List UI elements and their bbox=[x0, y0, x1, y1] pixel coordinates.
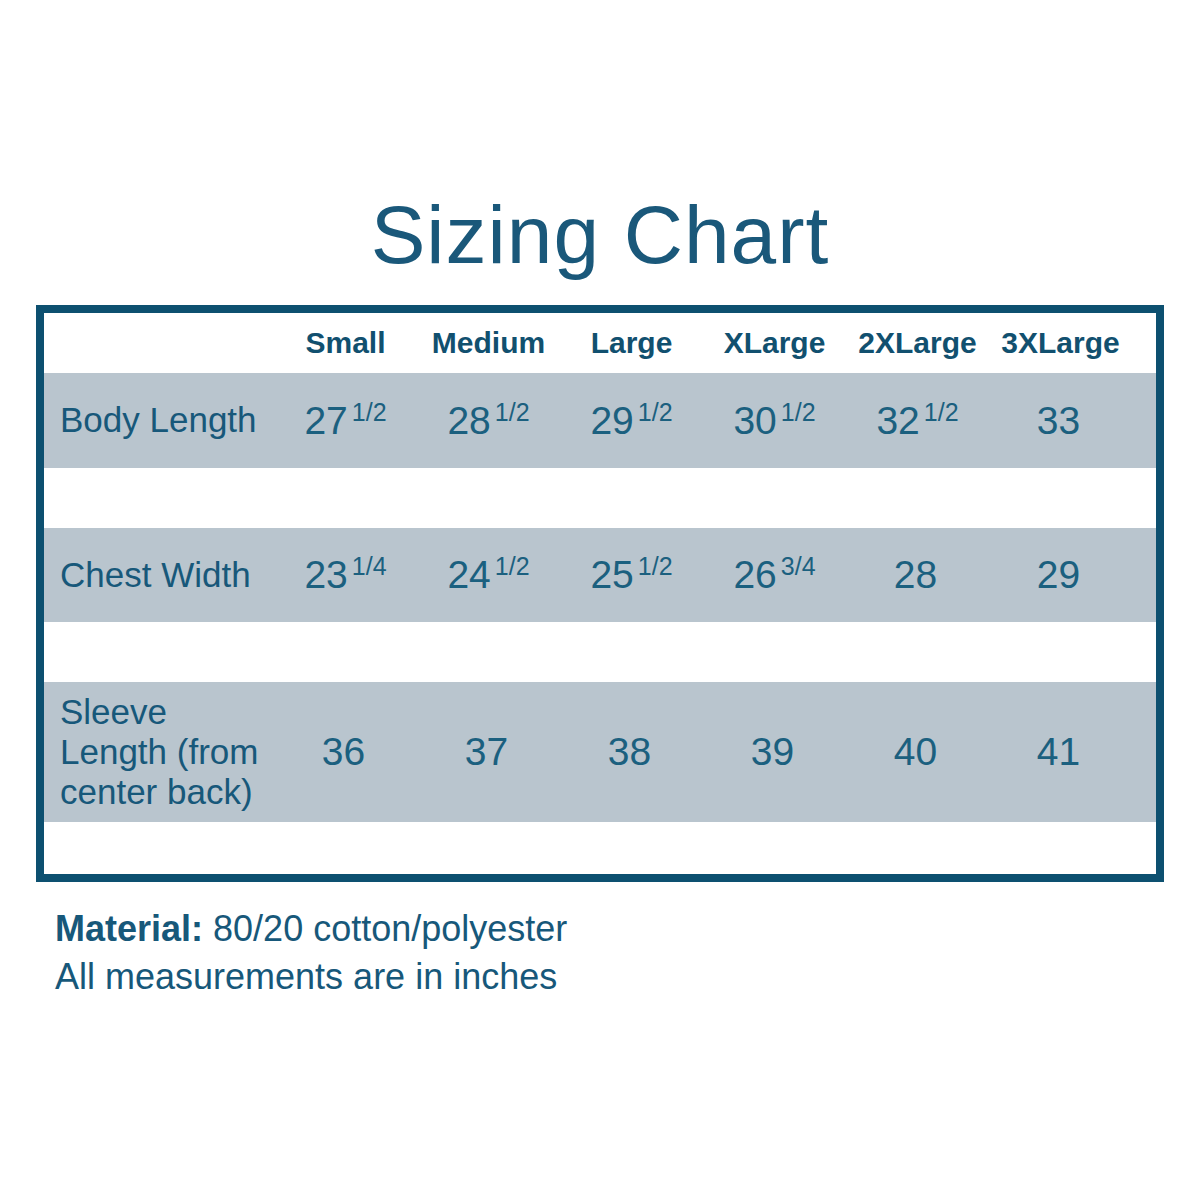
row-label-body-length: Body Length bbox=[44, 400, 274, 440]
chest-width-2xlarge: 28 bbox=[846, 553, 989, 597]
material-label: Material: bbox=[55, 908, 203, 949]
table-header-row: Small Medium Large XLarge 2XLarge 3XLarg… bbox=[44, 313, 1156, 373]
value-whole: 23 bbox=[304, 553, 347, 596]
value-whole: 33 bbox=[1037, 399, 1080, 442]
value-whole: 28 bbox=[894, 553, 937, 596]
value-whole: 25 bbox=[590, 553, 633, 596]
table-row-sleeve-length: Sleeve Length (from center back) 36 37 3… bbox=[44, 682, 1156, 822]
value-whole: 40 bbox=[894, 730, 937, 773]
value-whole: 32 bbox=[876, 399, 919, 442]
body-length-small: 271/2 bbox=[274, 399, 417, 443]
body-length-xlarge: 301/2 bbox=[703, 399, 846, 443]
measurement-note: All measurements are in inches bbox=[55, 953, 567, 1001]
page-title: Sizing Chart bbox=[0, 188, 1200, 282]
value-whole: 37 bbox=[465, 730, 508, 773]
table-row-chest-width: Chest Width 231/4 241/2 251/2 263/4 28 2… bbox=[44, 528, 1156, 622]
value-fraction: 1/4 bbox=[352, 552, 387, 580]
value-fraction: 1/2 bbox=[352, 398, 387, 426]
body-length-3xlarge: 33 bbox=[989, 399, 1132, 443]
spacer-row bbox=[44, 822, 1156, 874]
value-whole: 29 bbox=[590, 399, 633, 442]
chest-width-xlarge: 263/4 bbox=[703, 553, 846, 597]
body-length-medium: 281/2 bbox=[417, 399, 560, 443]
value-whole: 28 bbox=[447, 399, 490, 442]
body-length-2xlarge: 321/2 bbox=[846, 399, 989, 443]
sleeve-length-large: 38 bbox=[560, 730, 703, 774]
value-whole: 41 bbox=[1037, 730, 1080, 773]
column-header-2xlarge: 2XLarge bbox=[846, 326, 989, 360]
sleeve-length-xlarge: 39 bbox=[703, 730, 846, 774]
value-whole: 27 bbox=[304, 399, 347, 442]
row-label-sleeve-length: Sleeve Length (from center back) bbox=[44, 692, 274, 813]
value-whole: 30 bbox=[733, 399, 776, 442]
chest-width-3xlarge: 29 bbox=[989, 553, 1132, 597]
value-whole: 36 bbox=[322, 730, 365, 773]
sizing-table: Small Medium Large XLarge 2XLarge 3XLarg… bbox=[36, 305, 1164, 882]
material-line: Material: 80/20 cotton/polyester bbox=[55, 905, 567, 953]
value-fraction: 1/2 bbox=[924, 398, 959, 426]
page: Sizing Chart Small Medium Large XLarge 2… bbox=[0, 0, 1200, 1200]
column-header-small: Small bbox=[274, 326, 417, 360]
value-fraction: 1/2 bbox=[638, 552, 673, 580]
chest-width-large: 251/2 bbox=[560, 553, 703, 597]
sleeve-length-medium: 37 bbox=[417, 730, 560, 774]
chest-width-medium: 241/2 bbox=[417, 553, 560, 597]
footer-notes: Material: 80/20 cotton/polyester All mea… bbox=[55, 905, 567, 1001]
column-header-xlarge: XLarge bbox=[703, 326, 846, 360]
material-value: 80/20 cotton/polyester bbox=[213, 908, 567, 949]
sleeve-length-small: 36 bbox=[274, 730, 417, 774]
column-header-3xlarge: 3XLarge bbox=[989, 326, 1132, 360]
value-fraction: 3/4 bbox=[781, 552, 816, 580]
value-whole: 24 bbox=[447, 553, 490, 596]
value-whole: 38 bbox=[608, 730, 651, 773]
spacer-row bbox=[44, 622, 1156, 682]
value-fraction: 1/2 bbox=[781, 398, 816, 426]
spacer-row bbox=[44, 468, 1156, 528]
row-label-chest-width: Chest Width bbox=[44, 555, 274, 595]
value-fraction: 1/2 bbox=[495, 398, 530, 426]
column-header-large: Large bbox=[560, 326, 703, 360]
value-whole: 26 bbox=[733, 553, 776, 596]
table-row-body-length: Body Length 271/2 281/2 291/2 301/2 321/… bbox=[44, 373, 1156, 468]
column-header-medium: Medium bbox=[417, 326, 560, 360]
value-fraction: 1/2 bbox=[638, 398, 673, 426]
sleeve-length-2xlarge: 40 bbox=[846, 730, 989, 774]
value-whole: 29 bbox=[1037, 553, 1080, 596]
value-whole: 39 bbox=[751, 730, 794, 773]
body-length-large: 291/2 bbox=[560, 399, 703, 443]
sleeve-length-3xlarge: 41 bbox=[989, 730, 1132, 774]
value-fraction: 1/2 bbox=[495, 552, 530, 580]
chest-width-small: 231/4 bbox=[274, 553, 417, 597]
